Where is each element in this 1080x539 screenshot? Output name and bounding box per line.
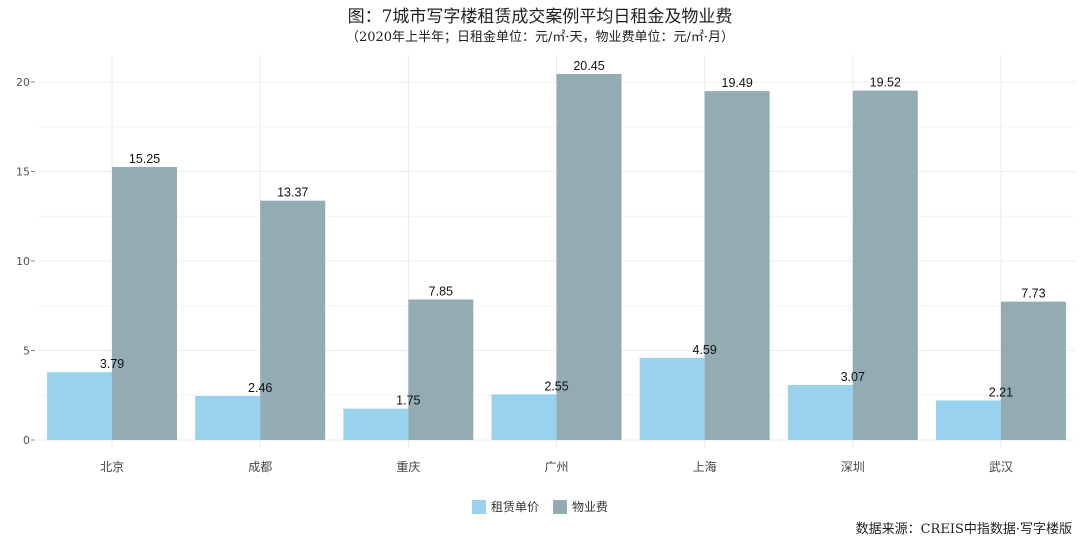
legend-item-fee: 物业费: [553, 498, 608, 515]
bar-rent: [787, 385, 853, 440]
data-label-fee: 15.25: [129, 152, 160, 166]
x-tick-label: 重庆: [396, 460, 420, 474]
data-label-rent: 2.21: [989, 385, 1013, 399]
y-tick-label: 5: [23, 345, 30, 358]
bar-fee: [1000, 301, 1066, 440]
data-label-fee: 20.45: [573, 59, 604, 73]
y-tick-label: 10: [16, 255, 30, 268]
bar-fee: [852, 90, 918, 440]
x-tick-label: 武汉: [989, 460, 1013, 474]
chart-subtitle: （2020年上半年；日租金单位：元/㎡·天，物业费单位：元/㎡·月）: [345, 30, 735, 45]
data-label-fee: 13.37: [277, 186, 308, 200]
bar-fee: [260, 200, 326, 440]
x-tick-label: 上海: [693, 459, 717, 474]
legend-label-fee: 物业费: [572, 500, 609, 514]
bar-rent: [935, 400, 1001, 440]
legend: 租赁单价 物业费: [0, 498, 1080, 515]
legend-item-rent: 租赁单价: [471, 498, 539, 515]
data-label-rent: 2.55: [544, 379, 568, 393]
bar-rent: [47, 372, 113, 440]
bar-rent: [343, 408, 409, 440]
chart-title: 图：7城市写字楼租赁成交案例平均日租金及物业费: [347, 7, 733, 27]
bar-fee: [556, 73, 622, 440]
legend-swatch-fee: [553, 499, 567, 514]
bar-fee: [408, 299, 474, 440]
data-label-rent: 2.46: [248, 381, 272, 395]
bar-fee: [704, 91, 770, 440]
data-label-rent: 1.75: [396, 394, 420, 408]
x-tick-label: 深圳: [841, 460, 865, 474]
bar-rent: [491, 394, 557, 440]
data-label-rent: 3.07: [841, 370, 865, 384]
data-label-fee: 7.85: [429, 284, 453, 298]
bar-rent: [195, 395, 261, 440]
legend-label-rent: 租赁单价: [490, 500, 539, 514]
legend-swatch-rent: [471, 499, 486, 514]
x-tick-label: 北京: [100, 460, 124, 474]
x-tick-label: 广州: [544, 460, 568, 474]
data-label-rent: 3.79: [100, 357, 124, 371]
data-label-fee: 19.49: [722, 76, 753, 90]
bar-rent: [639, 357, 705, 440]
y-tick-label: 20: [16, 76, 30, 89]
x-tick-label: 成都: [248, 460, 272, 474]
data-source: 数据来源：CREIS中指数据·写字楼版: [855, 522, 1072, 537]
y-tick-label: 0: [23, 434, 30, 447]
y-tick-label: 15: [16, 166, 30, 179]
data-label-fee: 19.52: [870, 76, 901, 90]
data-label-rent: 4.59: [692, 343, 716, 357]
bar-fee: [112, 167, 178, 440]
bar-chart: 0 5 10 15 20 3.79 15.25 北京 2.46 13.37 成都 1.75 7.85 重庆…: [16, 55, 1075, 474]
data-label-fee: 7.73: [1021, 287, 1045, 301]
